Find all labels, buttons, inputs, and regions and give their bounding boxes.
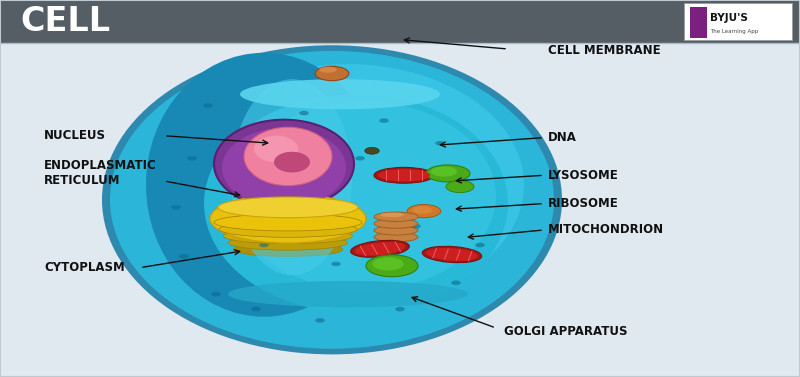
Ellipse shape — [110, 51, 554, 349]
Ellipse shape — [218, 197, 358, 218]
Text: GOLGI APPARATUS: GOLGI APPARATUS — [504, 325, 627, 338]
Circle shape — [435, 141, 445, 146]
Ellipse shape — [446, 181, 474, 193]
Ellipse shape — [374, 212, 418, 222]
Ellipse shape — [374, 219, 418, 228]
Ellipse shape — [240, 79, 440, 109]
Ellipse shape — [372, 257, 404, 270]
Ellipse shape — [274, 152, 310, 173]
Text: CELL: CELL — [20, 5, 110, 38]
Circle shape — [179, 254, 189, 259]
Ellipse shape — [413, 206, 433, 214]
Ellipse shape — [214, 120, 354, 208]
Text: RIBOSOME: RIBOSOME — [548, 197, 618, 210]
Ellipse shape — [374, 225, 418, 235]
Ellipse shape — [374, 232, 418, 242]
Text: LYSOSOME: LYSOSOME — [548, 169, 618, 182]
Ellipse shape — [224, 228, 352, 244]
Ellipse shape — [374, 167, 434, 183]
Text: CYTOPLASM: CYTOPLASM — [44, 261, 125, 274]
Ellipse shape — [244, 127, 332, 186]
Text: ENDOPLASMATIC
RETICULUM: ENDOPLASMATIC RETICULUM — [44, 159, 157, 187]
Circle shape — [275, 167, 285, 172]
Circle shape — [451, 280, 461, 285]
Ellipse shape — [254, 136, 298, 162]
Ellipse shape — [407, 204, 441, 218]
Circle shape — [331, 262, 341, 266]
Circle shape — [187, 156, 197, 161]
Ellipse shape — [229, 236, 348, 250]
Ellipse shape — [232, 79, 352, 275]
Circle shape — [299, 111, 309, 115]
Circle shape — [475, 243, 485, 247]
Circle shape — [259, 243, 269, 247]
Circle shape — [171, 205, 181, 210]
Circle shape — [379, 118, 389, 123]
Ellipse shape — [146, 53, 382, 317]
Circle shape — [315, 318, 325, 323]
Circle shape — [235, 130, 245, 134]
Ellipse shape — [232, 102, 496, 290]
Bar — [684, 3, 792, 40]
Ellipse shape — [319, 67, 337, 73]
Circle shape — [459, 186, 469, 191]
Circle shape — [411, 224, 421, 228]
Ellipse shape — [378, 169, 430, 181]
Ellipse shape — [228, 281, 468, 307]
Ellipse shape — [426, 248, 478, 261]
Ellipse shape — [218, 221, 357, 238]
Ellipse shape — [222, 128, 346, 207]
Ellipse shape — [366, 255, 418, 277]
Ellipse shape — [210, 194, 366, 243]
Ellipse shape — [214, 214, 362, 231]
Circle shape — [395, 307, 405, 311]
Ellipse shape — [431, 167, 458, 176]
Ellipse shape — [354, 242, 406, 256]
Circle shape — [227, 186, 237, 191]
Ellipse shape — [380, 213, 404, 217]
Text: CELL MEMBRANE: CELL MEMBRANE — [548, 44, 661, 57]
Bar — [0, 0, 800, 43]
Circle shape — [355, 156, 365, 161]
Ellipse shape — [204, 94, 508, 313]
Circle shape — [211, 292, 221, 296]
Text: DNA: DNA — [548, 131, 577, 144]
Circle shape — [365, 147, 379, 154]
Text: BYJU'S: BYJU'S — [710, 13, 748, 23]
Circle shape — [251, 307, 261, 311]
Text: MITOCHONDRION: MITOCHONDRION — [548, 224, 664, 236]
Ellipse shape — [234, 243, 343, 257]
Bar — [690, 7, 707, 38]
Ellipse shape — [315, 66, 349, 81]
Circle shape — [203, 103, 213, 108]
Text: The Learning App: The Learning App — [710, 29, 758, 34]
Ellipse shape — [422, 246, 482, 263]
Ellipse shape — [426, 165, 470, 182]
Ellipse shape — [172, 64, 524, 305]
Text: NUCLEUS: NUCLEUS — [44, 129, 106, 142]
Ellipse shape — [350, 241, 410, 257]
Ellipse shape — [102, 45, 562, 354]
